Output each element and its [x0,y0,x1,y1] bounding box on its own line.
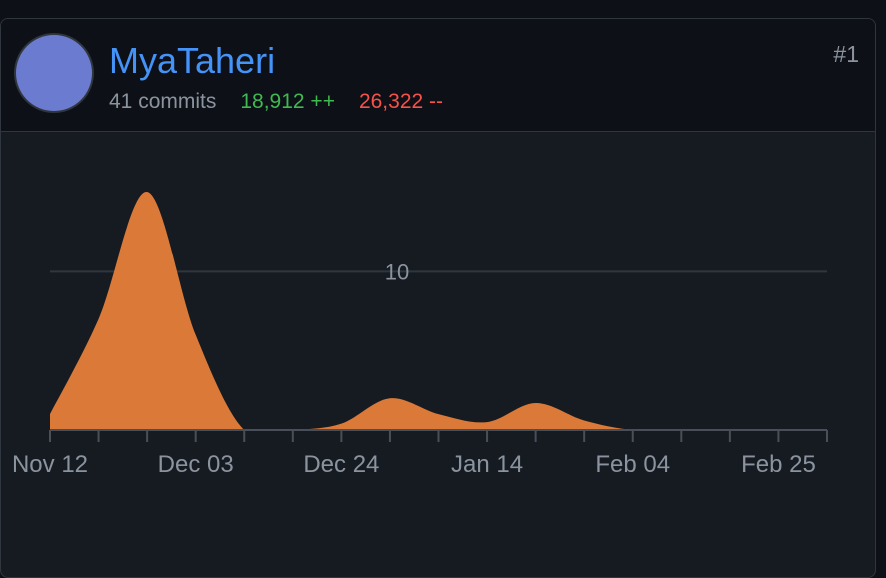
avatar[interactable] [16,35,92,111]
deletions-count: 26,322 -- [358,90,444,113]
additions-count: 18,912 ++ [240,90,335,113]
x-tick-label: Dec 24 [303,451,379,478]
commits-area [50,191,827,430]
gridline-label: 10 [385,259,409,284]
contributor-stats: 41 commits 18,912 ++ 26,322 -- [109,89,443,115]
x-tick-label: Feb 25 [741,451,816,478]
x-tick-label: Jan 14 [451,451,523,478]
rank-label: #1 [833,41,859,67]
commits-area-chart: 10 Nov 12 Dec 03 Dec 24 Jan 14 Feb 04 Feb 25 [12,191,828,478]
x-tick-label: Dec 03 [158,451,234,478]
contributor-card: MyaTaheri 41 commits 18,912 ++ 26,322 -- #… [0,18,876,578]
commits-count-link[interactable]: 41 commits [109,90,217,113]
contributor-name-link[interactable]: MyaTaheri [109,40,276,81]
x-tick-label: Nov 12 [12,451,88,478]
x-tick-label: Feb 04 [595,451,670,478]
contributor-header: MyaTaheri 41 commits 18,912 ++ 26,322 -- #… [1,19,875,132]
